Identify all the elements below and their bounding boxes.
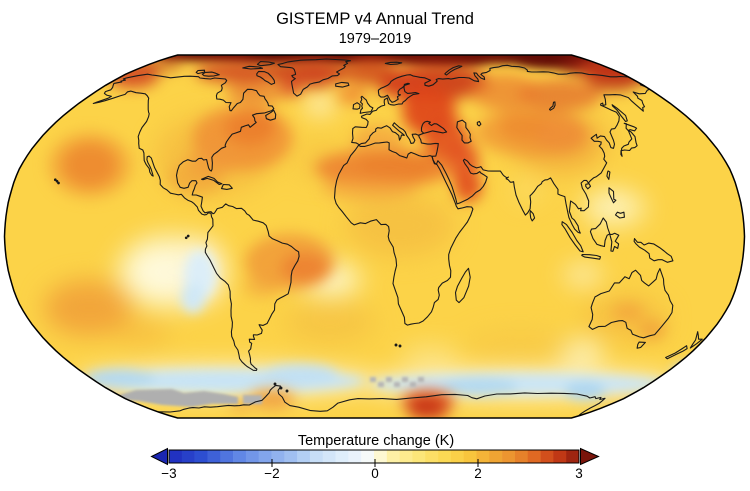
svg-text:−2: −2 bbox=[264, 466, 279, 481]
svg-text:3: 3 bbox=[575, 466, 583, 481]
svg-text:GISTEMP v4 Annual Trend: GISTEMP v4 Annual Trend bbox=[276, 10, 474, 28]
svg-text:1979–2019: 1979–2019 bbox=[339, 31, 412, 47]
svg-text:Temperature change (K): Temperature change (K) bbox=[298, 433, 454, 449]
svg-text:−3: −3 bbox=[161, 466, 176, 481]
svg-text:2: 2 bbox=[474, 466, 482, 481]
svg-text:0: 0 bbox=[371, 466, 379, 481]
